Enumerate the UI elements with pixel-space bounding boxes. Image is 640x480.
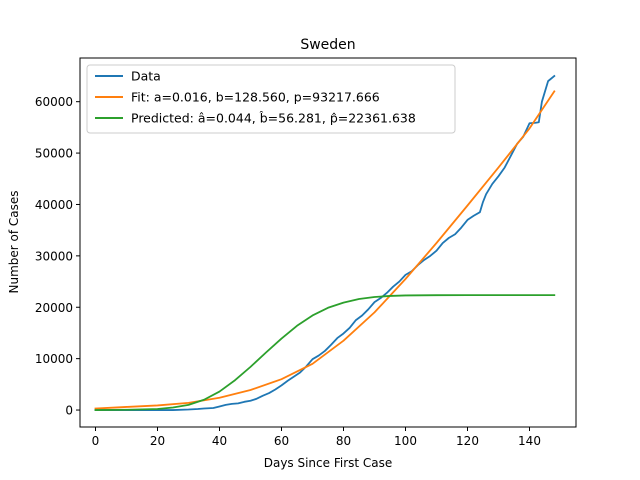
y-tick-label: 10000 — [35, 352, 73, 366]
legend: Data Fit: a=0.016, b=128.560, p=93217.66… — [86, 64, 456, 134]
y-tick-label: 0 — [65, 404, 73, 418]
x-tick-label: 40 — [212, 434, 227, 448]
series-line-1 — [94, 90, 556, 410]
x-axis: 0 20 40 60 80 100 120 140 — [92, 427, 541, 448]
legend-label-fit: Fit: a=0.016, b=128.560, p=93217.666 — [131, 90, 380, 105]
y-tick-label: 60000 — [35, 95, 73, 109]
x-tick-label: 140 — [518, 434, 541, 448]
y-axis-label: Number of Cases — [7, 190, 21, 293]
y-tick-label: 20000 — [35, 301, 73, 315]
series-line-0 — [94, 74, 556, 411]
legend-label-data: Data — [131, 69, 161, 84]
x-tick-label: 80 — [336, 434, 351, 448]
x-tick-label: 60 — [274, 434, 289, 448]
series-line-2 — [94, 294, 556, 411]
plot-lines — [94, 74, 556, 411]
y-tick-label: 30000 — [35, 249, 73, 263]
x-tick-label: 0 — [92, 434, 100, 448]
x-tick-label: 100 — [394, 434, 417, 448]
y-tick-label: 50000 — [35, 147, 73, 161]
plot-frame — [79, 57, 577, 428]
x-axis-label: Days Since First Case — [264, 456, 393, 470]
x-tick-label: 120 — [456, 434, 479, 448]
legend-label-predicted: Predicted: â=0.044, b̂=56.281, p̂=22361.… — [131, 111, 416, 126]
chart-title: Sweden — [300, 37, 355, 53]
y-tick-label: 40000 — [35, 198, 73, 212]
y-axis: 0 10000 20000 30000 40000 50000 60000 — [35, 95, 80, 418]
x-tick-label: 20 — [150, 434, 165, 448]
legend-box — [86, 64, 456, 134]
